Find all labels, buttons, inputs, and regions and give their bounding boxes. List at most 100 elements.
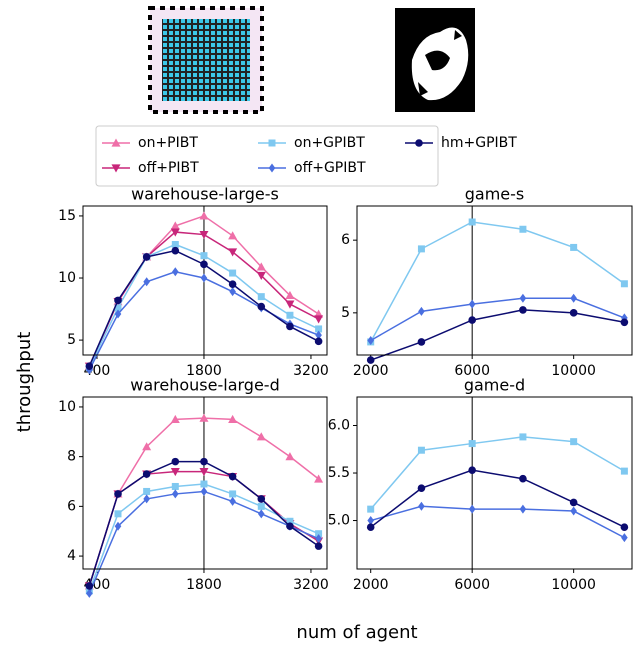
subplot: game-d 5.0 5.5 6.0 2000 6000 10000 — [328, 376, 633, 593]
axes-frame — [356, 205, 633, 356]
marker — [200, 252, 208, 260]
marker — [228, 472, 237, 481]
marker — [570, 243, 578, 251]
marker — [114, 510, 122, 518]
marker — [314, 315, 324, 324]
marker — [285, 452, 295, 461]
marker — [519, 474, 527, 483]
marker — [620, 318, 629, 327]
y-tick-label: 10 — [58, 270, 76, 286]
marker — [200, 486, 208, 496]
marker — [417, 446, 425, 454]
x-tick-label: 2000 — [353, 577, 389, 593]
marker — [418, 306, 425, 316]
marker — [367, 335, 374, 345]
marker — [85, 362, 94, 370]
series-line — [370, 221, 625, 343]
marker — [468, 218, 476, 226]
y-axis-label: throughput — [14, 332, 35, 433]
marker — [519, 293, 527, 303]
marker — [621, 533, 628, 543]
axes-frame — [356, 396, 633, 570]
marker — [620, 523, 629, 531]
y-tick-label: 8 — [67, 449, 76, 465]
legend-label: hm+GPIBT — [441, 135, 517, 151]
marker — [199, 467, 209, 477]
marker — [257, 502, 265, 510]
y-tick-label: 5.5 — [328, 465, 350, 481]
legend-label: off+GPIBT — [294, 160, 366, 176]
marker — [114, 490, 122, 498]
marker — [570, 506, 577, 516]
marker — [468, 299, 476, 309]
marker — [171, 457, 180, 466]
marker — [172, 489, 179, 499]
legend-label: on+PIBT — [138, 135, 198, 151]
marker — [366, 523, 375, 531]
legend-marker — [111, 138, 121, 147]
marker — [621, 313, 628, 323]
y-tick-label: 6 — [67, 498, 76, 514]
axes-frame — [82, 396, 328, 570]
marker — [200, 457, 208, 466]
marker — [229, 287, 236, 297]
marker — [200, 260, 208, 269]
marker — [570, 438, 578, 446]
legend-marker — [268, 163, 276, 173]
y-tick-label: 6.0 — [328, 418, 350, 434]
marker — [172, 267, 179, 277]
warehouse-map — [148, 6, 264, 114]
marker — [228, 231, 238, 240]
marker — [286, 311, 294, 319]
marker — [257, 302, 266, 311]
marker — [285, 290, 295, 299]
y-tick-label: 5.0 — [328, 513, 350, 529]
marker — [228, 248, 238, 257]
marker — [257, 495, 266, 503]
x-tick-label: 6000 — [454, 363, 490, 379]
subplot-title: warehouse-large-d — [130, 376, 279, 395]
y-tick-label: 4 — [67, 548, 76, 564]
legend-label: off+PIBT — [138, 160, 199, 176]
marker — [199, 230, 209, 240]
marker — [171, 482, 179, 490]
series-line — [370, 469, 625, 528]
x-tick-label: 1800 — [186, 577, 222, 593]
x-tick-label: 10000 — [551, 577, 596, 593]
marker — [228, 414, 238, 423]
marker — [171, 240, 179, 248]
series-line — [370, 309, 625, 361]
subplot-title: game-s — [465, 185, 525, 204]
marker — [468, 440, 476, 448]
marker — [199, 413, 209, 422]
marker — [366, 356, 375, 364]
marker — [170, 221, 180, 230]
marker — [417, 245, 425, 253]
marker — [85, 582, 94, 590]
x-tick-label: 1800 — [186, 363, 222, 379]
y-tick-label: 6 — [341, 232, 350, 248]
marker — [171, 246, 180, 255]
legend-marker — [415, 139, 423, 147]
marker — [418, 501, 425, 511]
legend-label: on+GPIBT — [294, 135, 365, 151]
marker — [256, 271, 266, 281]
marker — [229, 269, 237, 277]
marker — [314, 474, 324, 483]
x-axis-label: num of agent — [296, 622, 417, 643]
marker — [143, 277, 150, 287]
marker — [142, 253, 151, 261]
marker — [519, 433, 527, 441]
marker — [315, 530, 323, 538]
marker — [286, 522, 294, 531]
x-tick-label: 10000 — [551, 363, 596, 379]
marker — [257, 293, 265, 301]
marker — [417, 338, 426, 346]
marker — [170, 467, 180, 477]
marker — [200, 273, 208, 283]
legend-marker — [111, 164, 121, 173]
